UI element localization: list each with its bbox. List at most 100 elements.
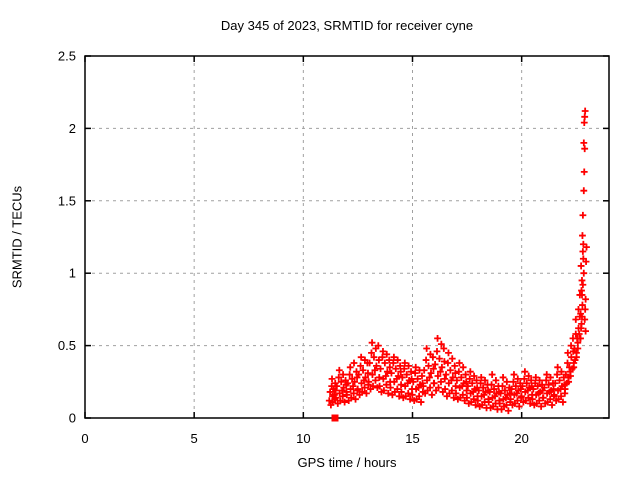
data-point-plus xyxy=(390,353,398,361)
data-point-plus xyxy=(405,362,412,370)
data-point-plus xyxy=(468,379,476,387)
data-point-plus xyxy=(383,368,391,376)
data-point-plus xyxy=(532,374,540,381)
data-point-plus xyxy=(387,384,394,391)
data-point-plus xyxy=(488,371,496,378)
data-point-plus xyxy=(576,334,584,342)
data-point-plus xyxy=(579,301,586,309)
data-point-plus xyxy=(379,347,387,355)
data-point-plus xyxy=(337,378,345,386)
data-point-plus xyxy=(554,363,562,371)
data-point-plus xyxy=(425,362,432,370)
data-point-plus xyxy=(434,334,441,342)
data-point-plus xyxy=(374,342,382,349)
data-point-plus xyxy=(496,400,504,407)
data-point-plus xyxy=(400,365,408,373)
data-point-plus xyxy=(429,353,437,361)
data-point-plus xyxy=(426,384,434,391)
data-point-plus xyxy=(503,378,511,386)
data-point-plus xyxy=(537,403,545,410)
data-point-plus xyxy=(580,119,588,127)
data-point-plus xyxy=(332,394,340,402)
data-point-plus xyxy=(582,327,589,335)
data-point-plus xyxy=(383,350,391,358)
data-point-plus xyxy=(466,368,474,376)
data-point-plus xyxy=(369,382,377,390)
data-point-plus xyxy=(582,295,590,303)
data-point-plus xyxy=(550,385,557,393)
data-point-plus xyxy=(427,369,435,377)
data-point-plus xyxy=(412,363,420,371)
data-point-plus xyxy=(357,362,364,370)
data-point-plus xyxy=(420,366,428,374)
data-point-plus xyxy=(396,362,404,370)
data-point-plus xyxy=(440,345,448,352)
data-point-plus xyxy=(336,397,344,405)
data-point-plus xyxy=(426,374,433,381)
data-point-plus xyxy=(558,368,565,376)
data-point-plus xyxy=(430,365,437,373)
x-tick-label: 15 xyxy=(405,431,419,446)
data-point-plus xyxy=(379,353,386,361)
data-point-plus xyxy=(506,389,514,397)
data-point-plus xyxy=(463,394,471,402)
y-tick-label: 2 xyxy=(69,121,76,136)
data-point-plus xyxy=(436,368,444,376)
data-point-plus xyxy=(479,384,487,391)
data-point-plus xyxy=(581,316,589,323)
data-point-plus xyxy=(499,382,506,390)
data-point-plus xyxy=(343,391,351,399)
data-point-plus xyxy=(359,366,367,374)
data-point-square xyxy=(331,414,339,422)
data-point-plus xyxy=(389,359,397,367)
data-point-plus xyxy=(430,379,438,387)
data-point-plus xyxy=(452,389,460,397)
data-point-plus xyxy=(438,363,446,371)
data-point-plus xyxy=(574,339,582,347)
data-point-plus xyxy=(485,398,493,406)
data-point-plus xyxy=(459,391,467,399)
data-point-plus xyxy=(346,363,354,371)
data-point-plus xyxy=(553,371,561,378)
data-point-plus xyxy=(355,371,363,378)
data-point-plus xyxy=(448,355,456,363)
data-point-plus xyxy=(514,375,522,383)
data-point-plus xyxy=(459,363,467,371)
data-point-plus xyxy=(341,398,349,406)
data-point-plus xyxy=(529,395,536,403)
data-point-plus xyxy=(419,382,427,390)
data-point-plus xyxy=(579,211,587,219)
data-point-plus xyxy=(481,376,489,384)
data-point-plus xyxy=(581,107,589,115)
data-point-plus xyxy=(451,362,459,370)
data-point-plus xyxy=(510,371,518,378)
data-point-plus xyxy=(368,349,375,357)
data-point-plus xyxy=(339,371,347,378)
data-point-plus xyxy=(392,365,400,373)
x-axis-label: GPS time / hours xyxy=(297,455,397,470)
data-point-plus xyxy=(403,371,411,378)
data-point-plus xyxy=(557,392,565,400)
data-point-plus xyxy=(335,366,343,374)
data-point-plus xyxy=(408,391,416,399)
data-point-plus xyxy=(398,388,405,396)
y-tick-label: 0.5 xyxy=(58,338,76,353)
data-point-plus xyxy=(548,401,556,409)
data-point-plus xyxy=(414,375,422,383)
data-point-plus xyxy=(377,365,384,373)
data-point-plus xyxy=(437,378,445,386)
data-point-plus xyxy=(581,306,589,313)
data-point-plus xyxy=(581,113,589,121)
data-point-plus xyxy=(398,374,406,381)
data-point-plus xyxy=(433,347,441,355)
data-point-plus xyxy=(543,371,551,378)
data-point-plus xyxy=(474,397,482,405)
data-point-plus xyxy=(578,291,586,299)
data-point-plus xyxy=(559,398,567,406)
data-point-plus xyxy=(357,353,365,361)
data-point-plus xyxy=(550,391,558,399)
data-point-plus xyxy=(581,145,589,153)
data-point-plus xyxy=(527,376,535,384)
